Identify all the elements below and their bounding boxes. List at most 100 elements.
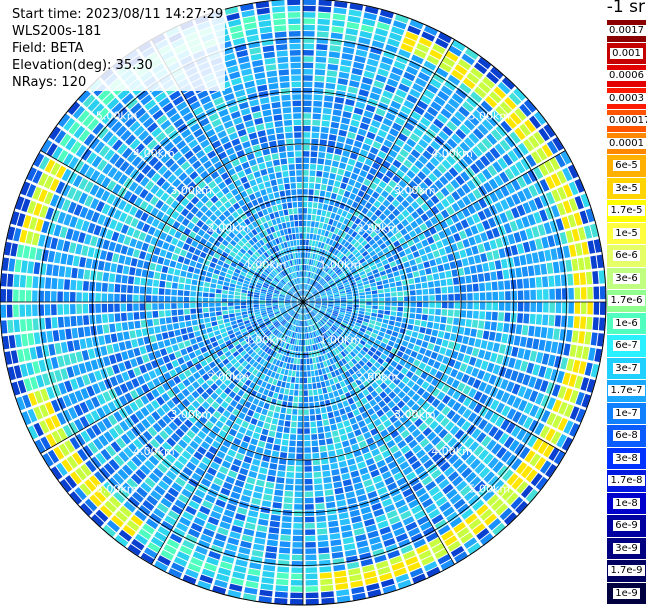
ray-bin (312, 357, 316, 364)
ray-bin (409, 19, 424, 30)
ray-bin (420, 320, 427, 327)
ray-bin (534, 326, 542, 338)
ray-bin (442, 506, 455, 518)
ray-bin (284, 356, 289, 363)
ray-bin (432, 168, 443, 179)
ray-bin (209, 336, 217, 343)
ray-bin (312, 234, 317, 241)
ray-bin (115, 437, 127, 449)
ray-bin (91, 155, 103, 168)
ray-bin (357, 190, 365, 198)
ray-bin (303, 233, 306, 239)
ray-bin (453, 521, 466, 534)
ray-bin (95, 200, 105, 212)
ray-bin (340, 246, 346, 253)
ray-bin (354, 336, 361, 342)
ray-bin (326, 70, 338, 77)
ray-bin (184, 419, 193, 429)
ray-bin (326, 386, 333, 393)
ray-bin (174, 350, 182, 359)
ray-bin (275, 346, 281, 352)
ray-bin (464, 489, 476, 502)
ray-bin (361, 324, 368, 330)
ray-bin (336, 282, 343, 287)
ray-bin (108, 458, 120, 471)
ray-bin (424, 219, 433, 229)
ray-bin (426, 431, 437, 442)
ray-bin (552, 137, 564, 151)
ray-bin (365, 330, 372, 336)
ray-bin (333, 322, 340, 328)
ray-bin (186, 461, 197, 471)
ray-bin (264, 269, 270, 275)
ray-bin (52, 384, 61, 397)
ray-bin (377, 250, 384, 258)
ray-bin (447, 98, 460, 109)
ray-bin (560, 150, 572, 165)
ray-bin (224, 350, 232, 358)
ray-bin (344, 356, 351, 363)
ray-bin (418, 422, 428, 432)
ray-bin (95, 509, 109, 523)
ray-bin (334, 300, 340, 302)
ray-bin (291, 415, 298, 422)
ray-bin (322, 236, 327, 243)
ray-bin (367, 350, 374, 357)
ray-bin (289, 310, 294, 315)
ray-bin (317, 329, 322, 335)
ray-bin (50, 194, 60, 207)
ray-bin (103, 481, 116, 494)
ray-bin (423, 177, 433, 187)
ray-bin (329, 261, 334, 268)
ray-bin (352, 592, 366, 601)
ray-bin (451, 202, 461, 213)
ray-bin (373, 200, 382, 208)
ray-bin (462, 336, 470, 345)
ray-bin (73, 125, 86, 139)
ray-bin (415, 196, 425, 206)
ray-bin (289, 363, 294, 370)
ray-bin (486, 71, 500, 85)
ray-bin (341, 440, 350, 448)
ray-bin (266, 331, 272, 338)
ray-bin (261, 326, 268, 332)
ray-bin (413, 105, 425, 116)
ray-bin (268, 287, 274, 291)
ray-bin (495, 237, 504, 248)
ray-bin (115, 322, 122, 332)
ray-bin (384, 185, 393, 194)
ray-bin (457, 503, 470, 515)
ray-bin (266, 308, 273, 312)
ray-bin (407, 389, 416, 398)
ray-bin (508, 92, 522, 106)
ray-bin (562, 184, 573, 198)
ray-bin (256, 525, 268, 533)
ray-bin (460, 284, 467, 293)
ray-bin (457, 326, 465, 335)
ray-bin (296, 326, 300, 333)
ray-bin (525, 154, 537, 168)
ray-bin (287, 459, 295, 466)
ray-bin (331, 240, 337, 247)
ray-bin (382, 199, 391, 208)
ray-bin (375, 350, 382, 357)
ray-bin (259, 358, 266, 365)
ray-bin (95, 293, 101, 302)
ray-bin (253, 325, 260, 330)
ray-bin (344, 233, 351, 241)
ray-bin (176, 551, 190, 562)
ray-bin (326, 438, 334, 445)
ray-bin (338, 262, 345, 268)
ray-bin (307, 305, 313, 310)
ray-bin (182, 434, 192, 444)
ray-bin (272, 358, 278, 365)
ray-bin (359, 122, 369, 131)
ray-bin (298, 307, 301, 313)
ray-bin (408, 60, 421, 70)
ray-bin (376, 335, 384, 342)
ray-bin (266, 276, 273, 282)
ray-bin (259, 297, 266, 301)
ray-bin (299, 320, 302, 327)
ray-bin (431, 514, 444, 525)
ray-bin (253, 302, 259, 305)
